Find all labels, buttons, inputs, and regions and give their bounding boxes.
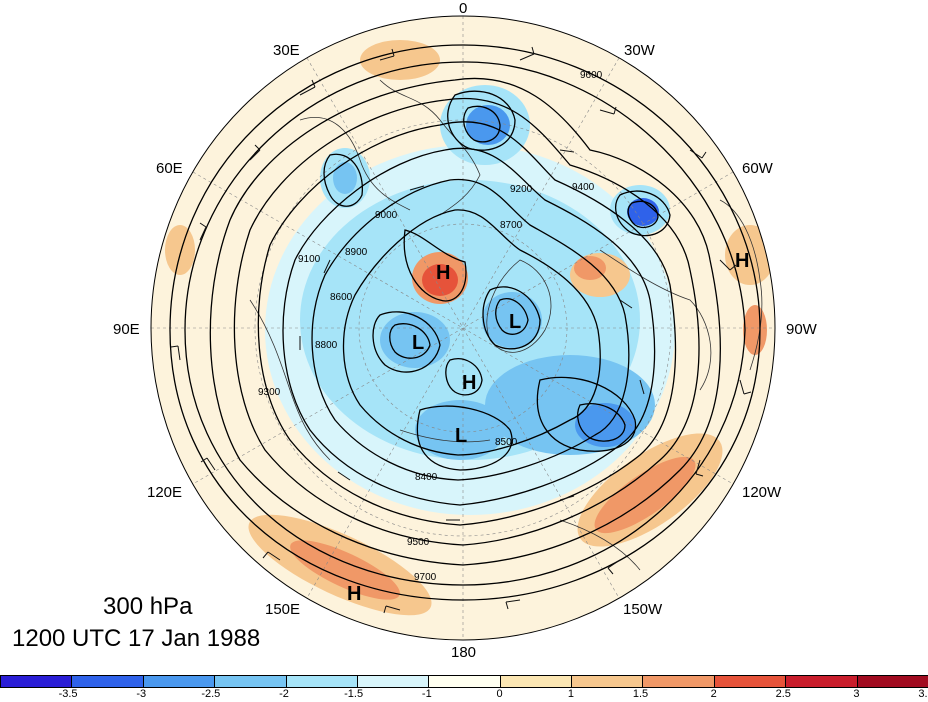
colorbar-segment	[0, 675, 73, 688]
colorbar-tick-label: 3.5	[918, 688, 928, 700]
colorbar-segment	[856, 675, 928, 688]
contour-label: 8400	[415, 472, 438, 483]
colorbar-tick-label: 1	[567, 688, 574, 700]
contour-label: 9300	[258, 387, 281, 398]
coastlines	[249, 79, 763, 571]
colorbar-segment	[499, 675, 573, 688]
longitude-label-30e: 30E	[273, 42, 300, 59]
longitude-label-150w: 150W	[623, 601, 663, 618]
colorbar-segment	[142, 675, 216, 688]
colorbar-segment	[713, 675, 787, 688]
colorbar-tick-label: 2.5	[775, 688, 791, 700]
longitude-label-0: 0	[459, 0, 468, 17]
colorbar-tick-label: -1	[421, 688, 432, 700]
longitude-label-120w: 120W	[742, 484, 782, 501]
colorbar-segment	[571, 675, 644, 688]
anomaly-colorbar	[0, 675, 928, 689]
colorbar-segment	[642, 675, 715, 688]
colorbar-segment	[214, 675, 287, 688]
longitude-label-30w: 30W	[624, 42, 655, 59]
colorbar-tick-label: -2	[279, 688, 289, 700]
pressure-centers: H L L H L H H	[347, 250, 749, 605]
contour-label: 8900	[345, 247, 368, 258]
colorbar-tick-label: -1.5	[344, 688, 364, 700]
valid-time-label: 1200 UTC 17 Jan 1988	[12, 625, 261, 652]
contour-label: 9200	[510, 184, 533, 195]
map-boundary	[150, 15, 776, 641]
wind-barbs	[170, 46, 752, 614]
pressure-center-H-greenland: H	[436, 262, 450, 284]
pressure-center-H-pacific: H	[347, 583, 361, 605]
contour-labels: 8400 8500 8600 8700 8800 8900 9000 9100 …	[258, 70, 603, 583]
colorbar-tick-label: 2	[710, 688, 717, 700]
colorbar-tick-label: -3	[136, 688, 147, 700]
contour-label: 8800	[315, 340, 338, 351]
contour-label: 9600	[580, 70, 603, 81]
contour-label: 9700	[414, 572, 437, 583]
contour-label: 8500	[495, 437, 518, 448]
contour-label: 9000	[375, 210, 398, 221]
pressure-center-L-arctic: L	[509, 311, 521, 333]
contour-label: 9500	[407, 537, 430, 548]
colorbar-segment	[785, 675, 858, 688]
colorbar-segment	[356, 675, 430, 688]
longitude-label-90e: 90E	[113, 321, 140, 338]
longitude-label-180: 180	[451, 644, 477, 661]
contour-label: 8700	[500, 220, 523, 231]
colorbar-tick-label: 3	[853, 688, 860, 700]
pressure-level-label: 300 hPa	[103, 593, 193, 620]
colorbar-tick-label: 0	[496, 688, 503, 700]
colorbar-segment	[71, 675, 144, 688]
colorbar-tick-label: -3.5	[58, 688, 78, 700]
polar-stereographic-map: H L L H L H H 8400 8500 8600 8700 8800 8…	[150, 15, 776, 641]
longitude-label-150e: 150E	[265, 601, 301, 618]
colorbar-segment	[428, 675, 501, 688]
contour-label: 8600	[330, 292, 353, 303]
longitude-label-90w: 90W	[786, 321, 817, 338]
longitude-label-60w: 60W	[742, 160, 773, 177]
longitude-label-60e: 60E	[156, 160, 183, 177]
pressure-center-H-canada: H	[735, 250, 749, 272]
colorbar-tick-label: -2.5	[201, 688, 221, 700]
contour-label: 9100	[298, 254, 321, 265]
pressure-center-L-siberia-west: L	[412, 332, 424, 354]
height-contours	[169, 44, 761, 601]
colorbar-tick-label: 1.5	[632, 688, 649, 700]
pressure-center-H-siberia-east: H	[462, 372, 476, 394]
colorbar-segment	[285, 675, 358, 688]
contour-label: 9400	[572, 182, 595, 193]
pressure-center-L-siberia-east: L	[455, 425, 467, 447]
longitude-label-120e: 120E	[147, 484, 183, 501]
